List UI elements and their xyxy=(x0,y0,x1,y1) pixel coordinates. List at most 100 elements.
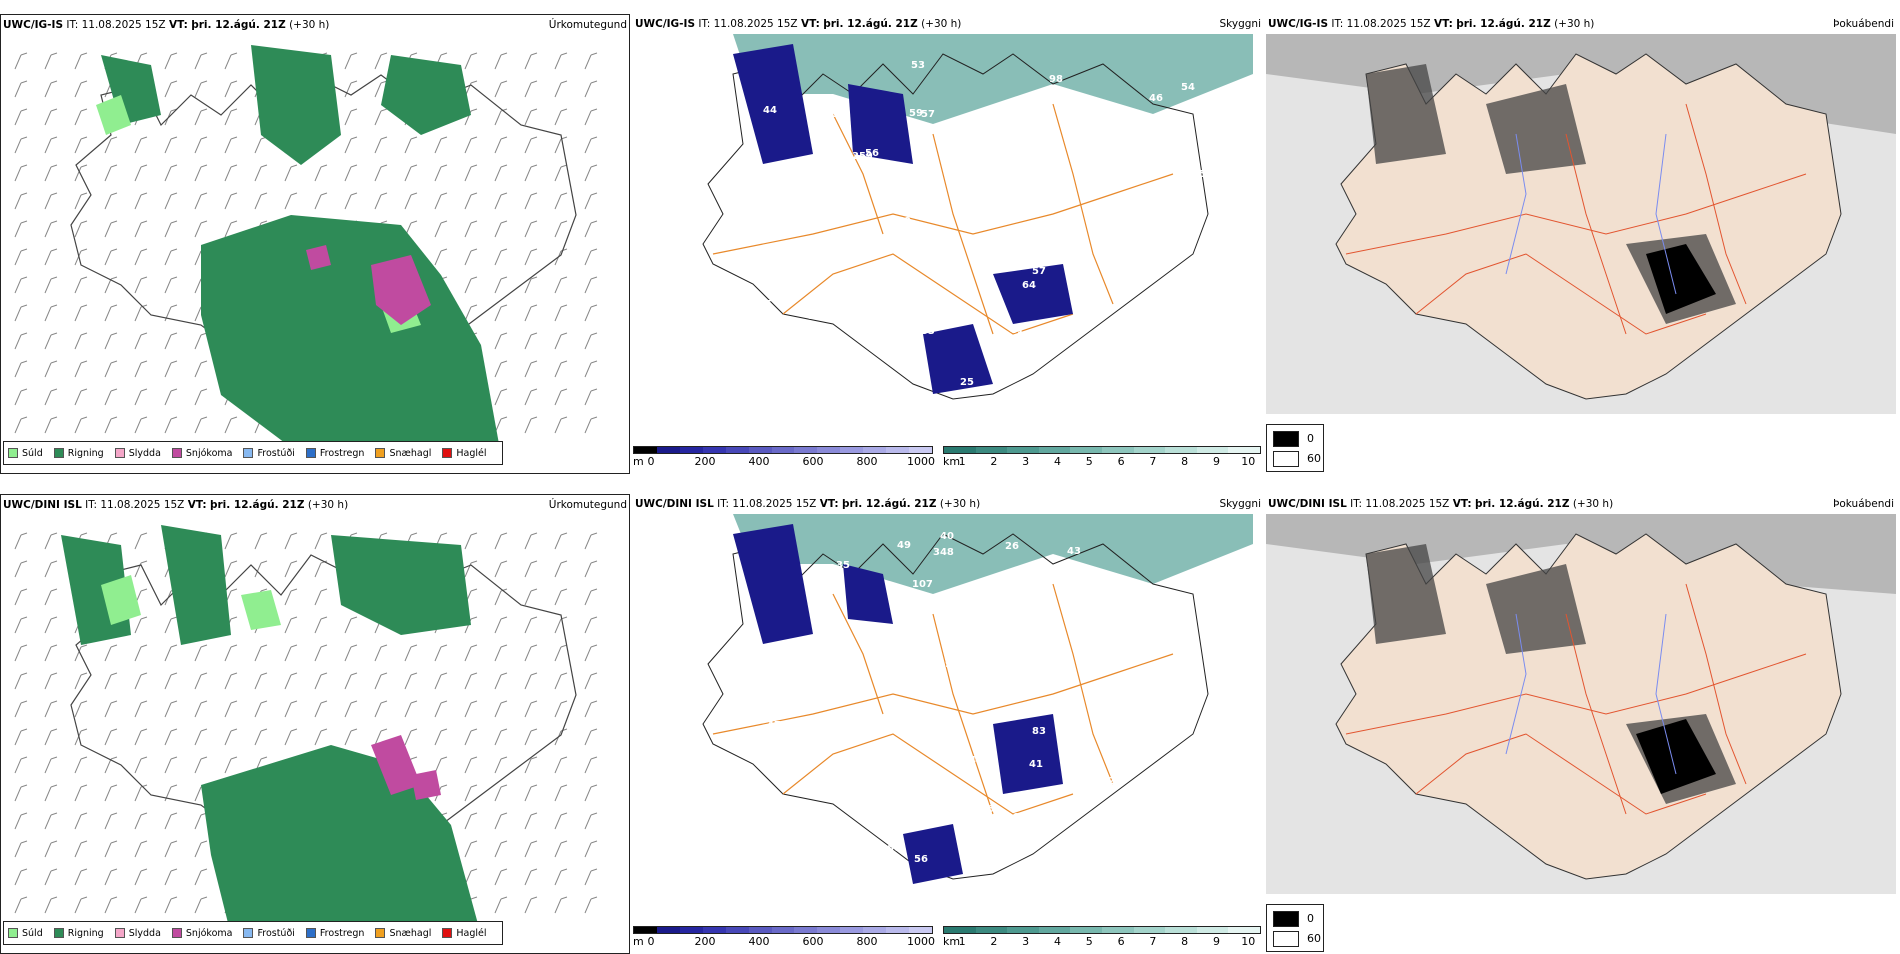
wind-barb xyxy=(434,756,448,774)
wind-barb xyxy=(494,756,508,774)
road-network xyxy=(1345,583,1807,815)
wind-barb xyxy=(104,332,118,350)
visibility-label: 46 xyxy=(1056,251,1070,262)
wind-barb xyxy=(404,164,418,182)
wind-barb xyxy=(404,192,418,210)
wind-barb xyxy=(494,644,508,662)
visibility-label: 57 xyxy=(1032,266,1046,277)
legend-swatch xyxy=(8,928,18,938)
wind-barb xyxy=(14,108,28,126)
wind-barb xyxy=(134,532,148,550)
visibility-panel-ig: UWC/IG-IS IT: 11.08.2025 15Z VT: þri. 12… xyxy=(633,14,1263,474)
wind-barb xyxy=(524,868,538,886)
fog-legend-swatch xyxy=(1273,931,1299,947)
legend-label: Snjókoma xyxy=(185,447,233,459)
visibility-label: 56 xyxy=(813,771,827,782)
visibility-label: 50 xyxy=(1105,801,1119,812)
wind-barb xyxy=(584,164,598,182)
visibility-labels: 60 42 46 59 69 52 59 43 32 56 55 51 57 141 46 44 53 55 67 5… xyxy=(737,60,1206,393)
wind-barb xyxy=(44,136,58,154)
visibility-label: 36 xyxy=(1157,621,1171,632)
wind-barb xyxy=(254,164,268,182)
wind-barb xyxy=(104,248,118,266)
wind-barb xyxy=(44,532,58,550)
wind-barb xyxy=(554,728,568,746)
wind-barb xyxy=(524,80,538,98)
visibility-label: 35 xyxy=(758,299,772,310)
visibility-label: 51 xyxy=(812,330,826,341)
wind-barb xyxy=(164,644,178,662)
legend-label: Rigning xyxy=(67,927,104,939)
visibility-label: 128 xyxy=(911,178,932,189)
wind-barb xyxy=(164,52,178,70)
colorbar-tick: 1 xyxy=(958,935,966,948)
wind-barb xyxy=(524,304,538,322)
wind-barb xyxy=(584,80,598,98)
wind-barb xyxy=(584,360,598,378)
wind-barb xyxy=(74,304,88,322)
wind-barb xyxy=(584,108,598,126)
wind-barb xyxy=(14,416,28,434)
wind-barb xyxy=(164,868,178,886)
legend-item-4: Frostúði xyxy=(243,928,295,939)
wind-barb xyxy=(314,560,328,578)
wind-barb xyxy=(44,164,58,182)
legend-swatch xyxy=(8,448,18,458)
visibility-label: 44 xyxy=(763,105,777,116)
visibility-label: 55 xyxy=(737,344,751,355)
wind-barb xyxy=(224,560,238,578)
colorbar-tick: 4 xyxy=(1053,935,1061,948)
wind-barb xyxy=(284,192,298,210)
fog-legend-label: 60 xyxy=(1307,452,1321,465)
wind-barb xyxy=(164,136,178,154)
fog-legend: 0 60 xyxy=(1266,904,1324,952)
wind-barb xyxy=(494,840,508,858)
wind-barb xyxy=(134,616,148,634)
wind-barb xyxy=(194,868,208,886)
wind-barb xyxy=(254,728,268,746)
wind-barb xyxy=(104,164,118,182)
wind-barb xyxy=(584,416,598,434)
wind-barb xyxy=(314,616,328,634)
wind-barb xyxy=(44,220,58,238)
wind-barb xyxy=(164,164,178,182)
visibility-label: 105 xyxy=(1173,151,1194,162)
wind-barb xyxy=(44,304,58,322)
visibility-label: 32 xyxy=(772,292,786,303)
wind-barb xyxy=(524,840,538,858)
wind-barb xyxy=(194,360,208,378)
wind-barb xyxy=(464,756,478,774)
visibility-label: 26 xyxy=(1005,541,1019,552)
wind-barb xyxy=(74,672,88,690)
colorbar-segment xyxy=(1196,927,1229,933)
wind-barb xyxy=(254,136,268,154)
wind-barb xyxy=(584,52,598,70)
legend-swatch xyxy=(375,928,386,938)
wind-barb xyxy=(134,388,148,406)
wind-barb xyxy=(464,304,478,322)
visibility-label: 39 xyxy=(727,684,741,695)
wind-barb xyxy=(554,532,568,550)
wind-barb xyxy=(74,192,88,210)
panel-title: Úrkomutegund xyxy=(548,19,627,31)
wind-barb xyxy=(44,700,58,718)
wind-barb xyxy=(524,248,538,266)
wind-barb xyxy=(194,416,208,434)
panel-header: UWC/DINI ISL IT: 11.08.2025 15Z VT: þri.… xyxy=(3,499,349,511)
legend-label: Frostregn xyxy=(319,927,365,939)
visibility-label: 43 xyxy=(957,141,971,152)
wind-barb xyxy=(464,276,478,294)
wind-barb xyxy=(224,700,238,718)
wind-barb xyxy=(374,192,388,210)
colorbar-tick: 400 xyxy=(748,455,770,468)
colorbar-segment xyxy=(1165,927,1197,933)
colorbar-tick: 3 xyxy=(1022,935,1030,948)
panel-header: UWC/DINI ISL IT: 11.08.2025 15Z VT: þri.… xyxy=(1268,498,1614,510)
rivers xyxy=(1505,133,1677,295)
legend-swatch xyxy=(243,448,254,458)
colorbar-segment xyxy=(656,447,680,453)
colorbar-segment xyxy=(975,927,1008,933)
wind-barb xyxy=(524,108,538,126)
colorbar-tick: 4 xyxy=(1053,455,1061,468)
wind-barb xyxy=(74,868,88,886)
